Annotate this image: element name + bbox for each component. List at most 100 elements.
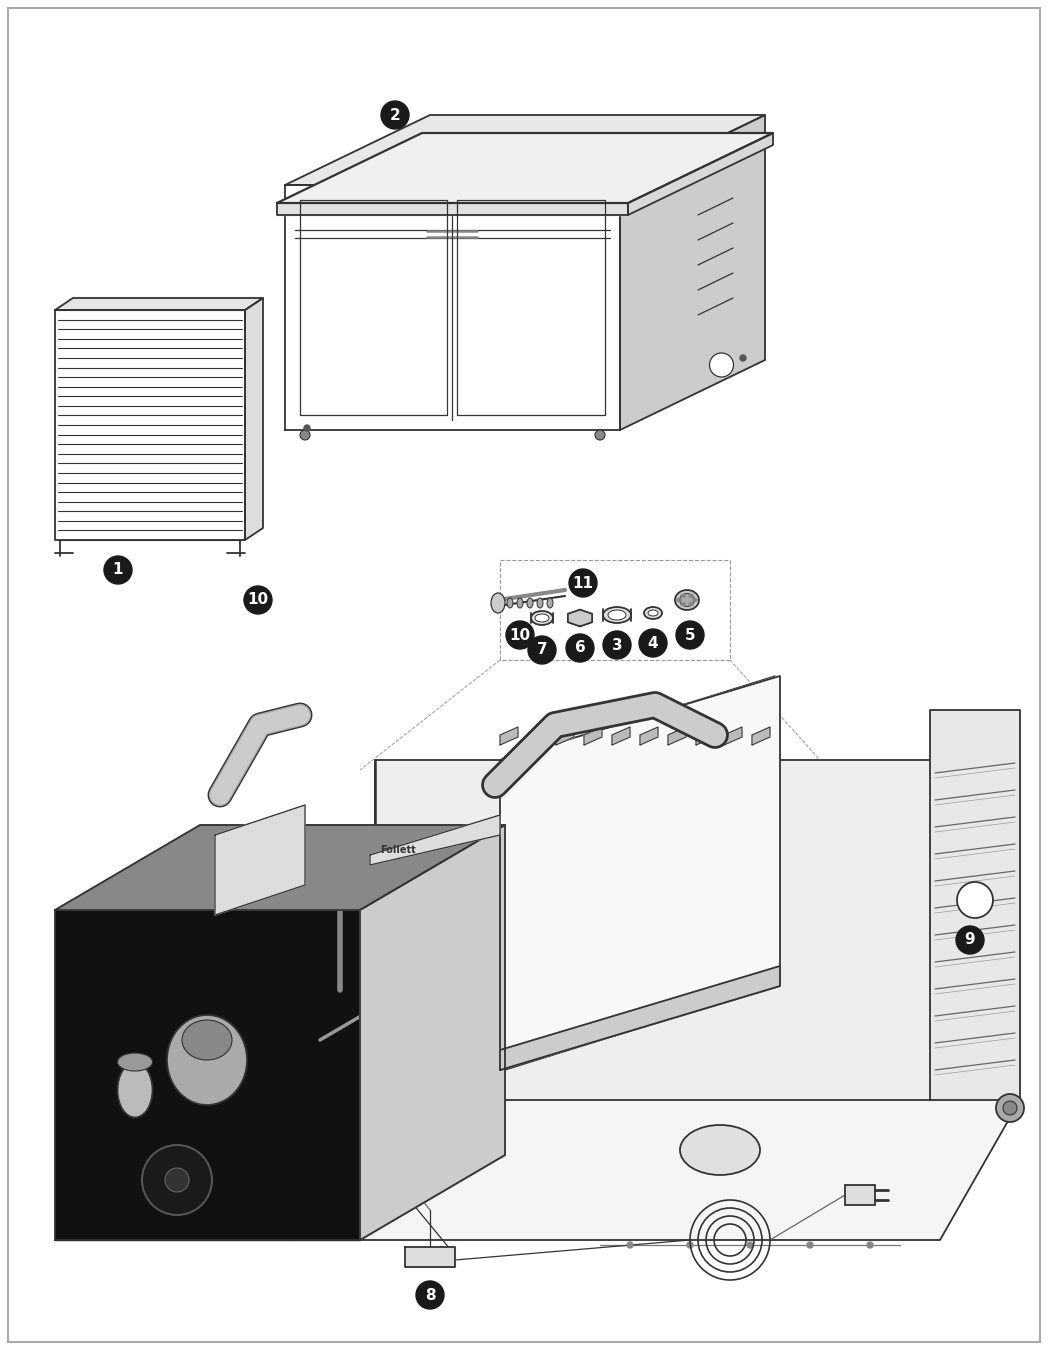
- Text: 3: 3: [612, 637, 623, 652]
- Circle shape: [956, 926, 984, 954]
- Circle shape: [639, 629, 667, 657]
- Text: 8: 8: [424, 1288, 435, 1303]
- Ellipse shape: [117, 1053, 153, 1071]
- Circle shape: [996, 1094, 1024, 1122]
- Ellipse shape: [645, 608, 662, 620]
- Polygon shape: [584, 728, 602, 745]
- Polygon shape: [612, 728, 630, 745]
- Polygon shape: [375, 760, 1020, 1100]
- Polygon shape: [696, 728, 714, 745]
- Ellipse shape: [517, 598, 523, 608]
- Ellipse shape: [689, 594, 693, 597]
- Text: 11: 11: [572, 575, 593, 590]
- Circle shape: [867, 1242, 873, 1247]
- Circle shape: [709, 352, 734, 377]
- Polygon shape: [290, 1100, 1020, 1241]
- Text: 10: 10: [247, 593, 268, 608]
- Ellipse shape: [689, 603, 693, 606]
- Polygon shape: [300, 200, 447, 414]
- Polygon shape: [668, 728, 686, 745]
- Polygon shape: [500, 967, 780, 1071]
- Ellipse shape: [531, 612, 553, 625]
- Circle shape: [300, 431, 310, 440]
- Circle shape: [104, 556, 132, 585]
- Circle shape: [141, 1145, 212, 1215]
- Text: 5: 5: [684, 628, 695, 643]
- Polygon shape: [640, 728, 658, 745]
- Ellipse shape: [117, 1062, 153, 1118]
- Polygon shape: [285, 115, 765, 185]
- Ellipse shape: [675, 590, 699, 610]
- Ellipse shape: [693, 598, 697, 602]
- Text: 1: 1: [113, 563, 124, 578]
- Ellipse shape: [527, 598, 533, 608]
- Polygon shape: [556, 728, 574, 745]
- Polygon shape: [568, 610, 592, 626]
- Polygon shape: [54, 298, 263, 311]
- Ellipse shape: [547, 598, 553, 608]
- Circle shape: [165, 1168, 189, 1192]
- Ellipse shape: [681, 594, 685, 597]
- Polygon shape: [457, 200, 605, 414]
- Polygon shape: [500, 676, 780, 1071]
- Circle shape: [304, 425, 310, 431]
- Text: 4: 4: [648, 636, 658, 651]
- Ellipse shape: [681, 603, 685, 606]
- Polygon shape: [620, 115, 765, 431]
- Polygon shape: [930, 710, 1020, 1100]
- Text: 10: 10: [509, 628, 530, 643]
- Polygon shape: [724, 728, 742, 745]
- Polygon shape: [54, 910, 361, 1241]
- Polygon shape: [528, 728, 546, 745]
- Circle shape: [528, 636, 556, 664]
- Polygon shape: [54, 825, 505, 910]
- Ellipse shape: [167, 1015, 247, 1106]
- Ellipse shape: [534, 614, 549, 622]
- Circle shape: [416, 1281, 444, 1310]
- Circle shape: [747, 1242, 754, 1247]
- Polygon shape: [405, 1247, 455, 1268]
- Polygon shape: [277, 202, 628, 215]
- Circle shape: [506, 621, 534, 649]
- Ellipse shape: [492, 593, 505, 613]
- Bar: [845, 1185, 875, 1206]
- Circle shape: [595, 431, 605, 440]
- Polygon shape: [500, 728, 518, 745]
- Circle shape: [603, 630, 631, 659]
- Circle shape: [807, 1242, 813, 1247]
- Ellipse shape: [679, 594, 695, 606]
- Circle shape: [687, 1242, 693, 1247]
- Text: 7: 7: [537, 643, 547, 657]
- Polygon shape: [54, 1156, 505, 1241]
- Ellipse shape: [507, 598, 514, 608]
- Ellipse shape: [680, 1125, 760, 1174]
- Polygon shape: [215, 805, 305, 915]
- Circle shape: [627, 1242, 633, 1247]
- Ellipse shape: [648, 610, 658, 616]
- Ellipse shape: [608, 610, 626, 620]
- Circle shape: [566, 634, 594, 662]
- Circle shape: [676, 621, 704, 649]
- Ellipse shape: [603, 608, 631, 622]
- Circle shape: [957, 882, 994, 918]
- Circle shape: [740, 355, 746, 360]
- Polygon shape: [752, 728, 770, 745]
- Polygon shape: [277, 134, 773, 202]
- Polygon shape: [285, 185, 620, 431]
- Polygon shape: [628, 134, 773, 215]
- Text: 9: 9: [965, 933, 976, 948]
- Ellipse shape: [537, 598, 543, 608]
- Circle shape: [381, 101, 409, 130]
- Polygon shape: [54, 310, 245, 540]
- Circle shape: [569, 568, 597, 597]
- Circle shape: [244, 586, 272, 614]
- Ellipse shape: [677, 598, 681, 602]
- Polygon shape: [245, 298, 263, 540]
- Text: Follett: Follett: [380, 845, 416, 855]
- Polygon shape: [370, 815, 500, 865]
- Text: 2: 2: [390, 108, 400, 123]
- Ellipse shape: [182, 1021, 232, 1060]
- Circle shape: [1003, 1102, 1017, 1115]
- Polygon shape: [361, 825, 505, 1241]
- Text: 6: 6: [574, 640, 586, 656]
